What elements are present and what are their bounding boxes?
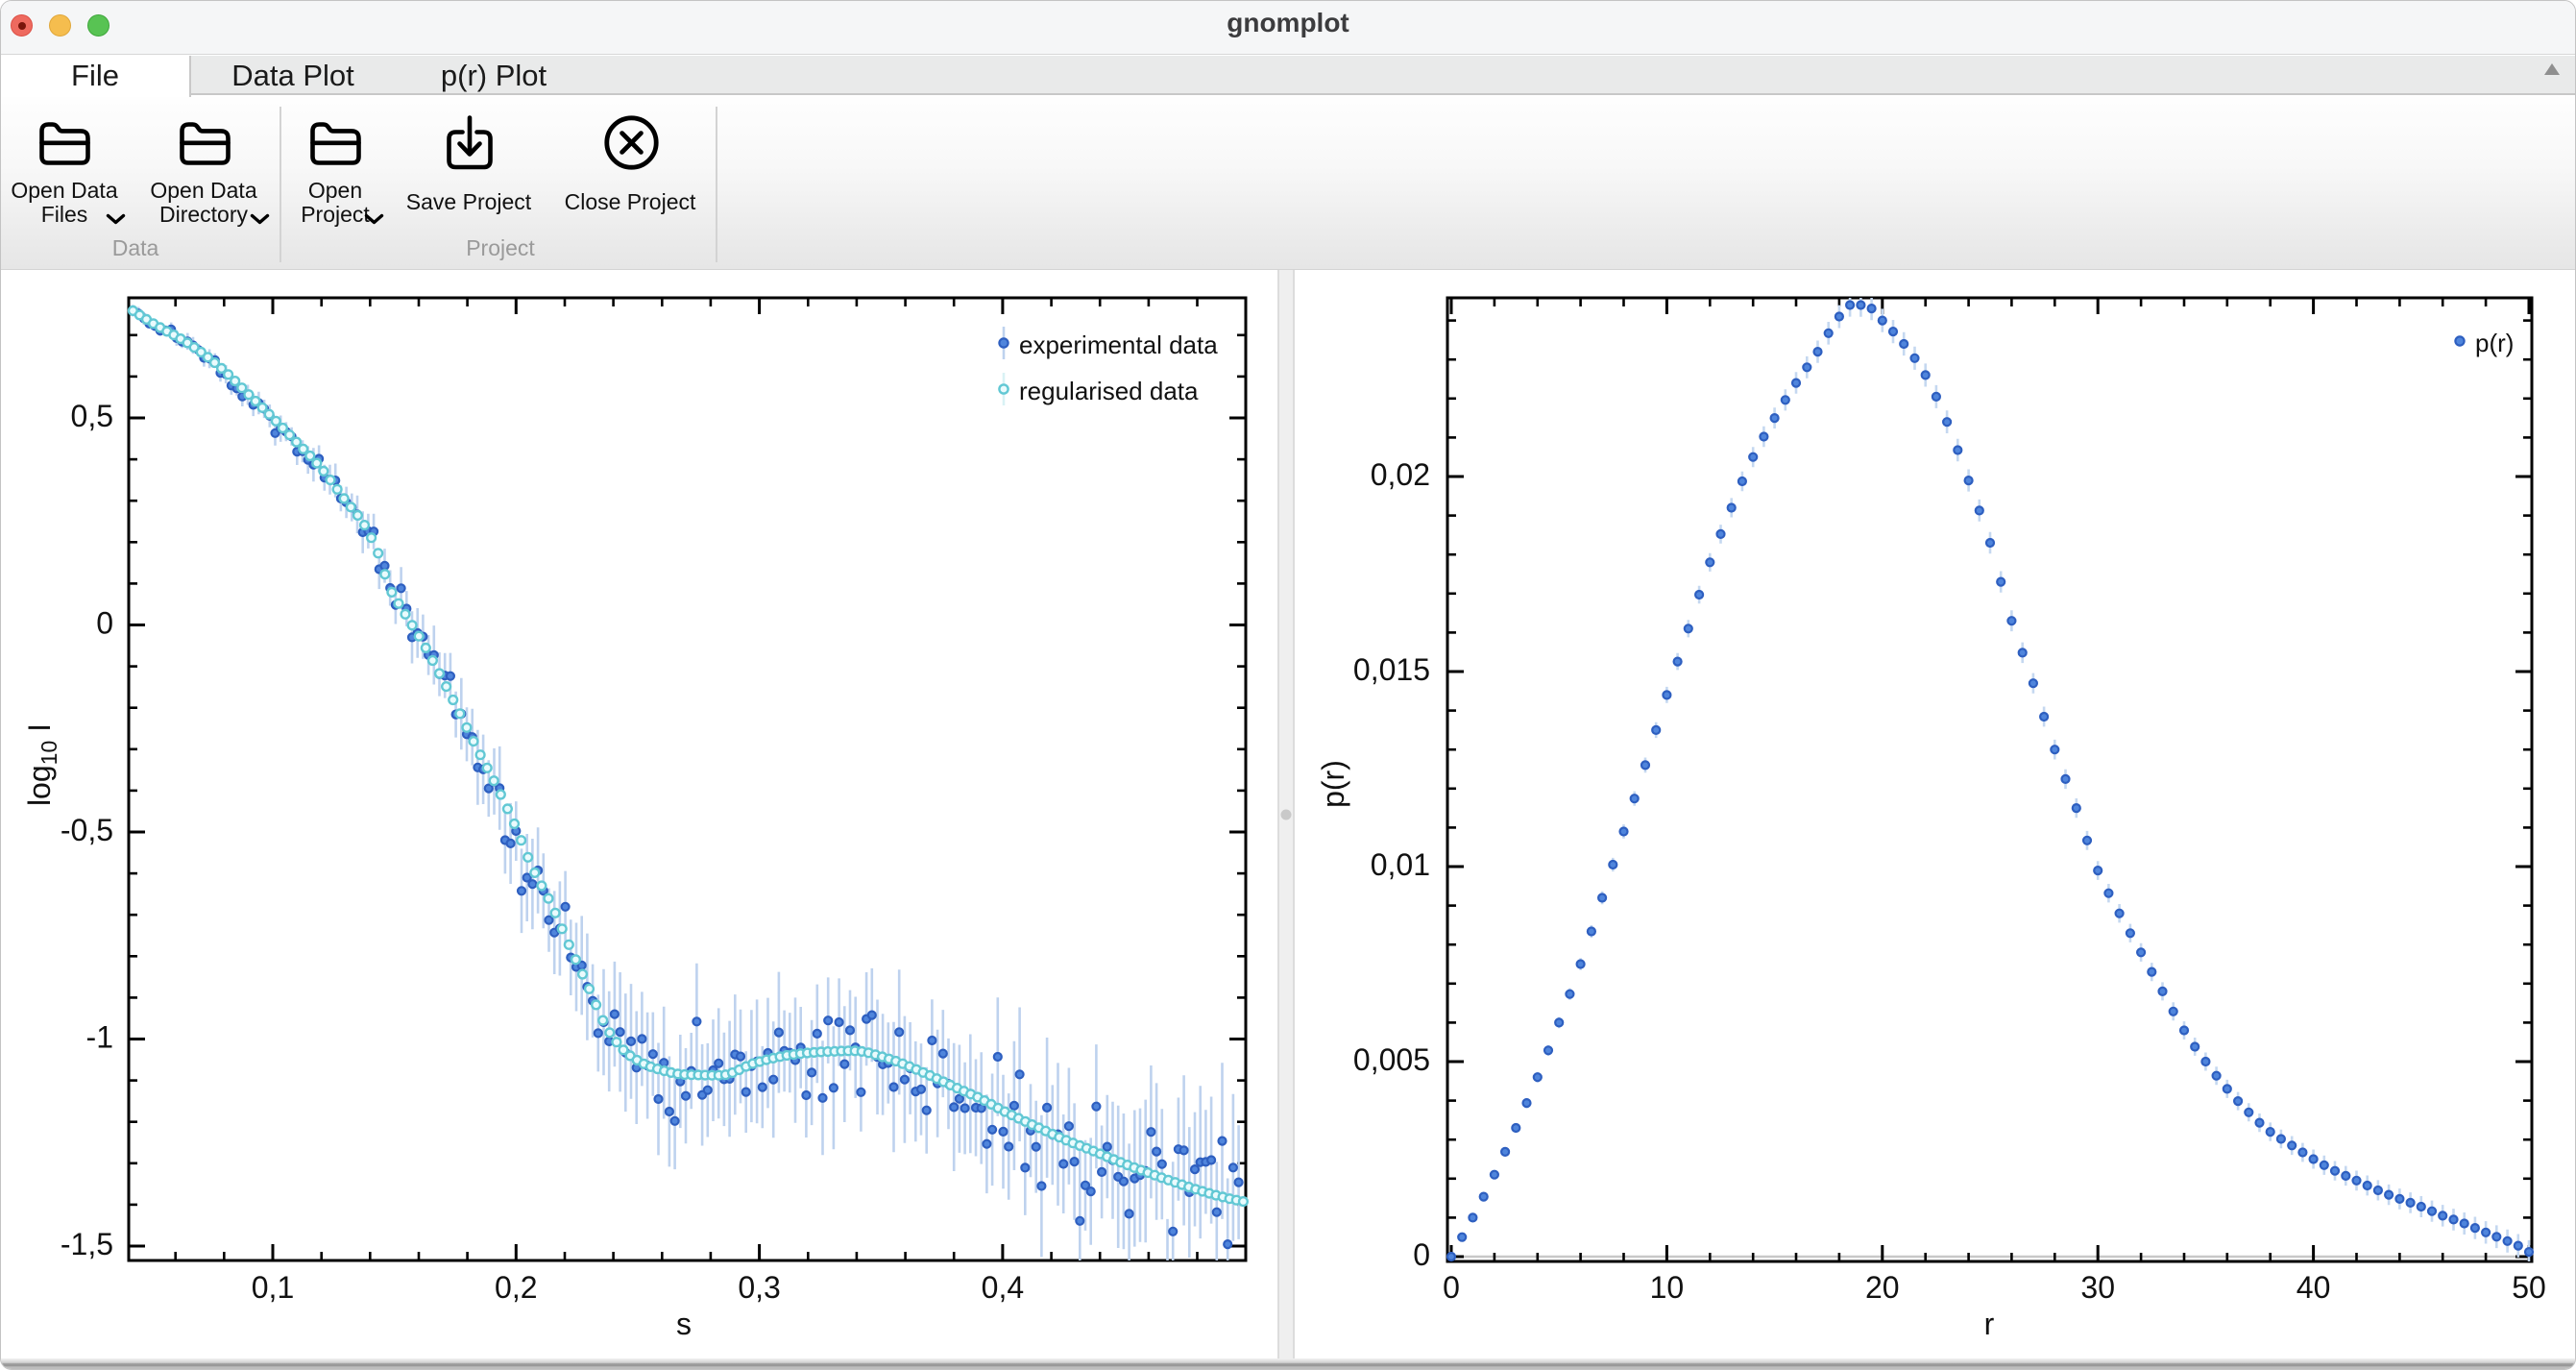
svg-text:0,01: 0,01	[1371, 847, 1430, 882]
svg-text:30: 30	[2080, 1270, 2115, 1305]
svg-text:p(r): p(r)	[1316, 760, 1350, 808]
svg-text:p(r): p(r)	[2475, 329, 2514, 357]
svg-text:0,2: 0,2	[495, 1270, 537, 1305]
svg-text:0,1: 0,1	[252, 1270, 294, 1305]
svg-text:50: 50	[2512, 1270, 2546, 1305]
svg-text:0,5: 0,5	[71, 399, 113, 433]
svg-text:regularised data: regularised data	[1019, 377, 1199, 405]
svg-text:0,015: 0,015	[1353, 652, 1430, 687]
svg-text:20: 20	[1865, 1270, 1900, 1305]
svg-text:-1: -1	[86, 1020, 113, 1055]
svg-text:40: 40	[2297, 1270, 2331, 1305]
svg-text:0: 0	[96, 606, 113, 641]
svg-text:0,3: 0,3	[738, 1270, 780, 1305]
svg-text:0,4: 0,4	[982, 1270, 1024, 1305]
svg-text:r: r	[1984, 1307, 1995, 1341]
svg-text:-0,5: -0,5	[61, 813, 113, 847]
svg-text:0: 0	[1443, 1270, 1460, 1305]
svg-text:0,02: 0,02	[1371, 457, 1430, 492]
svg-text:0: 0	[1413, 1237, 1430, 1272]
svg-text:10: 10	[1650, 1270, 1685, 1305]
svg-text:s: s	[676, 1307, 692, 1341]
svg-text:-1,5: -1,5	[61, 1227, 113, 1261]
svg-text:0,005: 0,005	[1353, 1042, 1430, 1077]
svg-text:experimental data: experimental data	[1019, 330, 1218, 359]
svg-text:log10 I: log10 I	[22, 723, 61, 806]
